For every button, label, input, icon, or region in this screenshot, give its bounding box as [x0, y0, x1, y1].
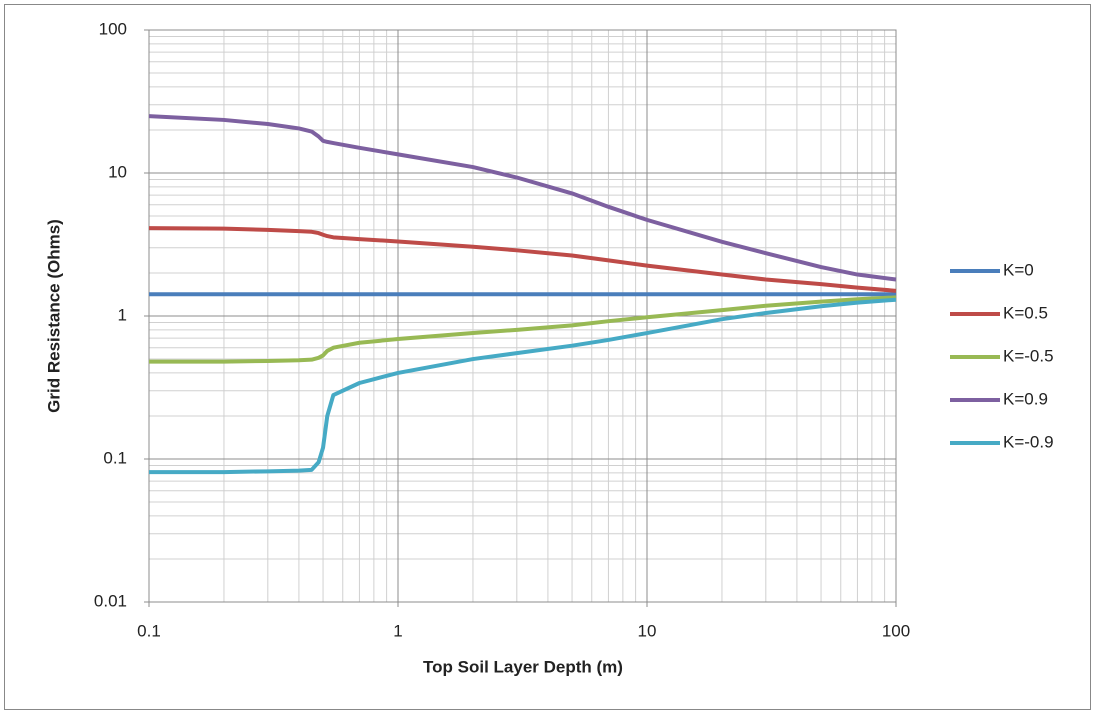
legend-label: K=0.5	[1003, 303, 1048, 322]
x-tick-label: 0.1	[137, 621, 161, 640]
legend-label: K=0.9	[1003, 389, 1048, 408]
series-line	[148, 114, 897, 282]
y-tick-label: 10	[108, 162, 127, 181]
x-tick-label: 10	[638, 621, 657, 640]
series-line	[148, 226, 897, 293]
y-tick-label: 0.01	[94, 591, 127, 610]
series-line	[149, 295, 897, 364]
legend-label: K=-0.5	[1003, 346, 1054, 365]
x-tick-label: 100	[882, 621, 910, 640]
y-tick-label: 1	[118, 305, 127, 324]
x-tick-label: 1	[393, 621, 402, 640]
x-axis-title: Top Soil Layer Depth (m)	[423, 657, 623, 676]
y-axis-title: Grid Resistance (Ohms)	[44, 219, 63, 413]
plot-border	[148, 29, 897, 603]
y-tick-label: 0.1	[103, 448, 127, 467]
legend-label: K=0	[1003, 260, 1034, 279]
y-tick-label: 100	[99, 19, 127, 38]
legend-label: K=-0.9	[1003, 432, 1054, 451]
series-line	[149, 297, 897, 475]
